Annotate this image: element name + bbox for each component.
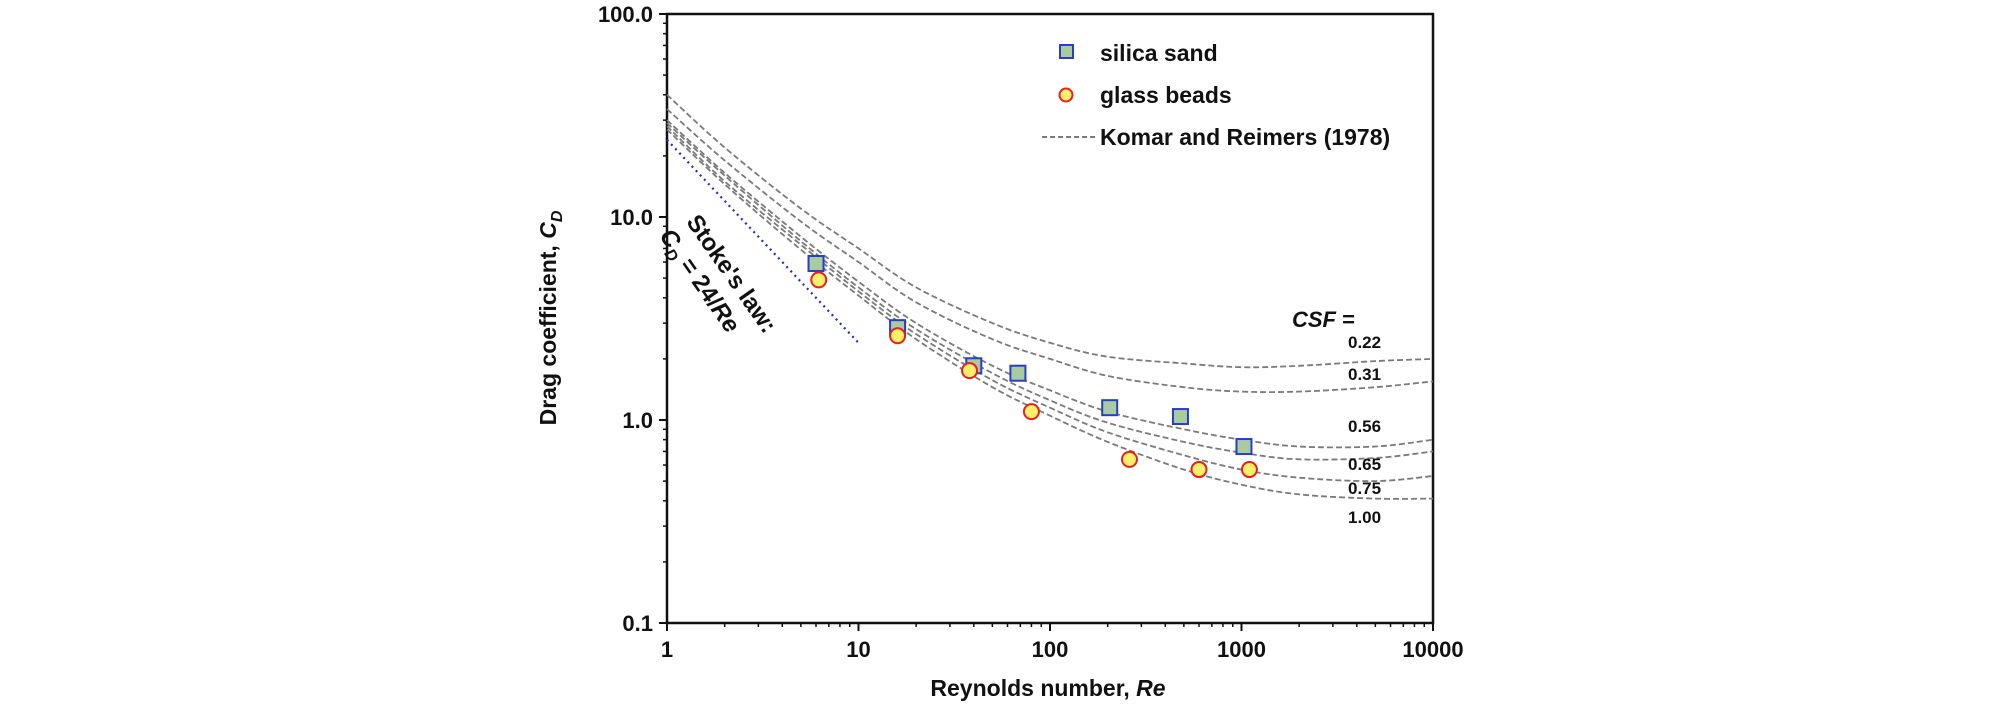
legend-square-marker <box>1059 44 1074 59</box>
silica-sand-point <box>1171 408 1189 426</box>
legend-silica-sand: silica sand <box>1100 40 1218 66</box>
y-axis-title: Drag coefficient, CD <box>535 210 566 425</box>
glass-beads-point <box>1022 403 1040 421</box>
csf-label-0.22: 0.22 <box>1348 333 1381 352</box>
stokes-law-line <box>666 139 860 344</box>
x-tick-label: 10000 <box>1402 637 1463 662</box>
x-axis-title: Reynolds number, Re <box>930 675 1165 701</box>
csf-title: CSF = <box>1292 307 1355 332</box>
glass-beads-point <box>810 271 828 289</box>
y-axis-ticks: 0.1 1.0 10.0 100.0 <box>598 2 667 636</box>
legend-glass-beads: glass beads <box>1100 82 1232 108</box>
csf-label-0.75: 0.75 <box>1348 479 1381 498</box>
x-tick-label: 1000 <box>1217 637 1266 662</box>
silica-sand-point <box>1101 399 1119 417</box>
y-tick-label: 0.1 <box>622 611 653 636</box>
csf-labels: 0.22 0.31 0.56 0.65 0.75 1.00 <box>1348 333 1381 527</box>
y-tick-label: 1.0 <box>622 408 653 433</box>
y-tick-label: 100.0 <box>598 2 653 27</box>
glass-beads-point <box>1190 461 1208 479</box>
x-tick-label: 10 <box>846 637 870 662</box>
data-points <box>807 255 1258 479</box>
komar-curve-csf-0.56 <box>666 119 1434 449</box>
komar-curve-csf-0.31 <box>666 108 1434 394</box>
glass-beads-point <box>1240 461 1258 479</box>
komar-curve-csf-0.65 <box>666 122 1434 461</box>
x-tick-label: 100 <box>1032 637 1069 662</box>
silica-sand-point <box>1009 364 1027 382</box>
legend: silica sand glass beads Komar and Reimer… <box>1042 40 1390 150</box>
glass-beads-point <box>889 327 907 345</box>
glass-beads-point <box>961 362 979 380</box>
silica-sand-point <box>1235 438 1253 456</box>
komar-curve-csf-1.00 <box>666 128 1434 500</box>
csf-label-1.00: 1.00 <box>1348 508 1381 527</box>
x-tick-label: 1 <box>661 637 673 662</box>
legend-komar-reimers: Komar and Reimers (1978) <box>1100 124 1390 150</box>
legend-circle-marker <box>1058 87 1074 103</box>
csf-label-0.56: 0.56 <box>1348 417 1381 436</box>
stokes-line <box>666 139 860 344</box>
silica-sand-point <box>807 255 825 273</box>
glass-beads-point <box>1120 450 1138 468</box>
komar-curve-csf-0.22 <box>666 94 1434 369</box>
x-axis-ticks: 1 10 100 1000 10000 <box>661 623 1464 662</box>
komar-reimers-curves <box>666 94 1434 500</box>
csf-label-0.31: 0.31 <box>1348 365 1381 384</box>
y-tick-label: 10.0 <box>610 205 653 230</box>
csf-label-0.65: 0.65 <box>1348 455 1381 474</box>
komar-curve-csf-0.75 <box>666 125 1434 483</box>
